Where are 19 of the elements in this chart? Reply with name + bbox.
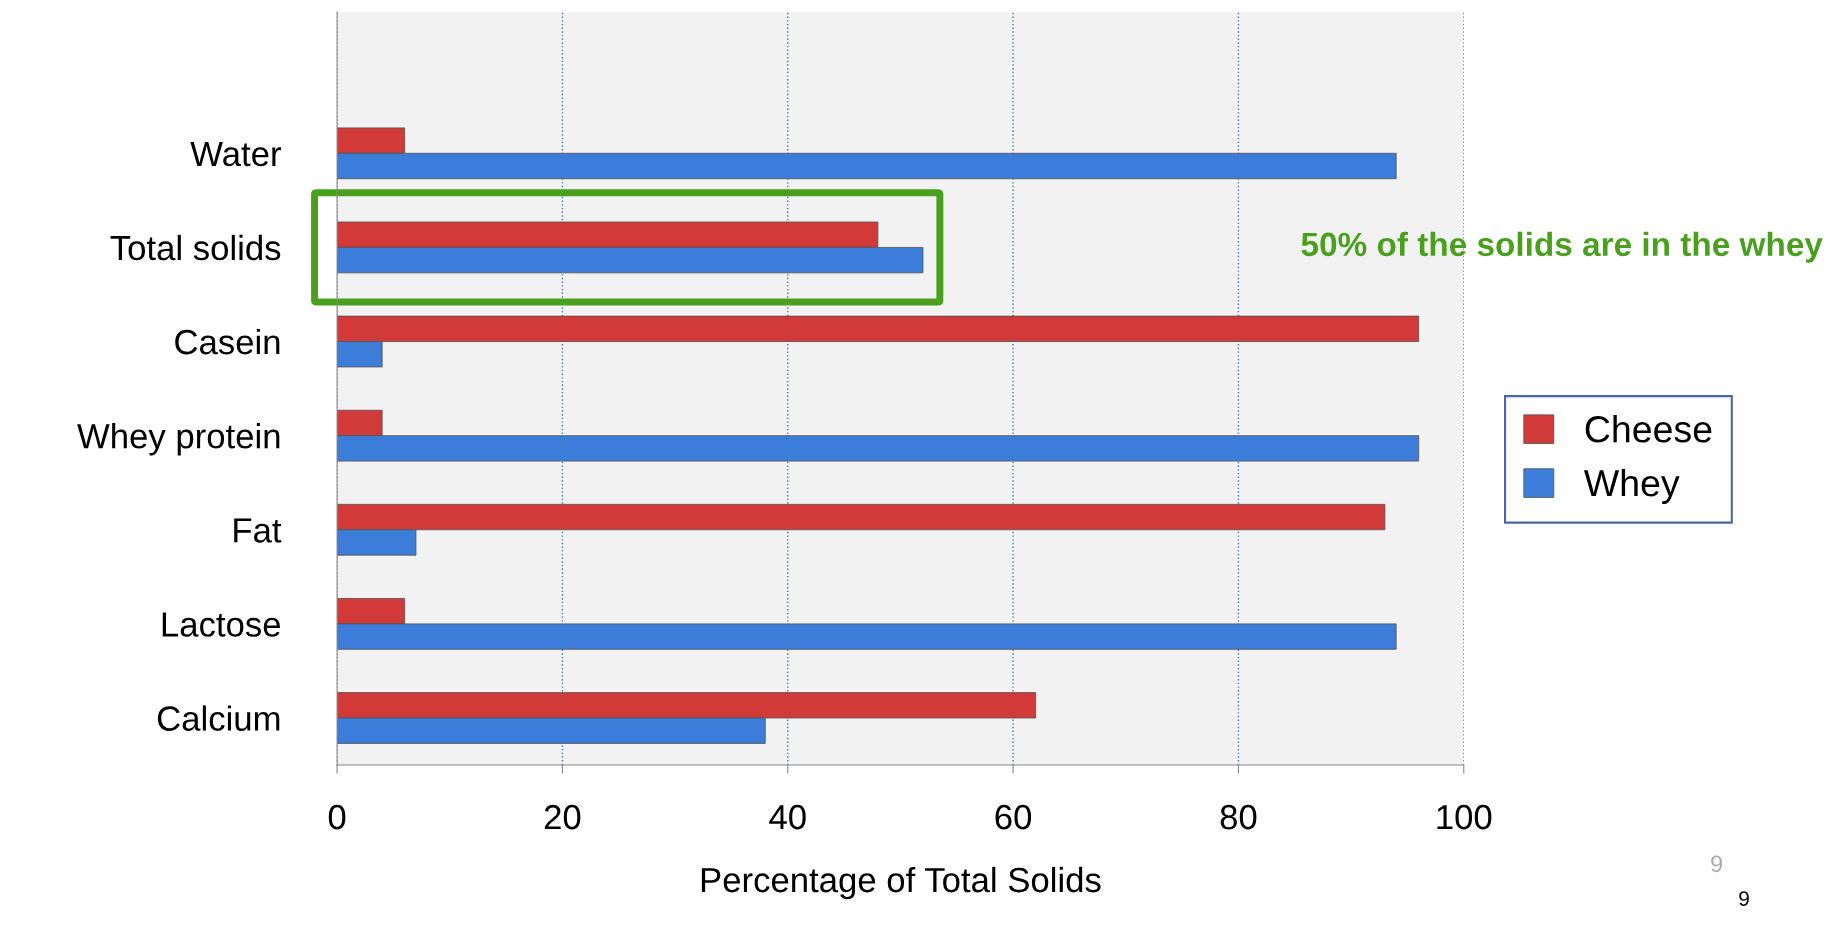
annotation: 50% of the solids are in the whey [1301,231,1823,263]
x-tick-label: 20 [544,804,581,830]
y-tick-label: Total solids [110,234,281,261]
y-tick-label: Calcium [157,705,280,731]
y-tick-label: Whey protein [77,423,280,456]
x-tick-label: 0 [328,804,346,830]
legend-label: Whey [1583,468,1680,504]
y-tick-label: Water [190,142,281,167]
x-tick-label: 100 [1437,804,1492,830]
text: 9 [1739,891,1749,906]
x-tick-label: 40 [769,804,806,830]
legend-label: Cheese [1585,415,1712,443]
text: 9 [1711,855,1723,873]
y-tick-label: Fat [234,518,282,543]
x-tick-label: 60 [995,804,1032,830]
y-tick-label: Lactose [162,612,280,637]
x-axis-title: Percentage of Total Solids [701,866,1101,900]
y-tick-label: Casein [175,328,280,355]
x-tick-label: 80 [1220,804,1257,830]
